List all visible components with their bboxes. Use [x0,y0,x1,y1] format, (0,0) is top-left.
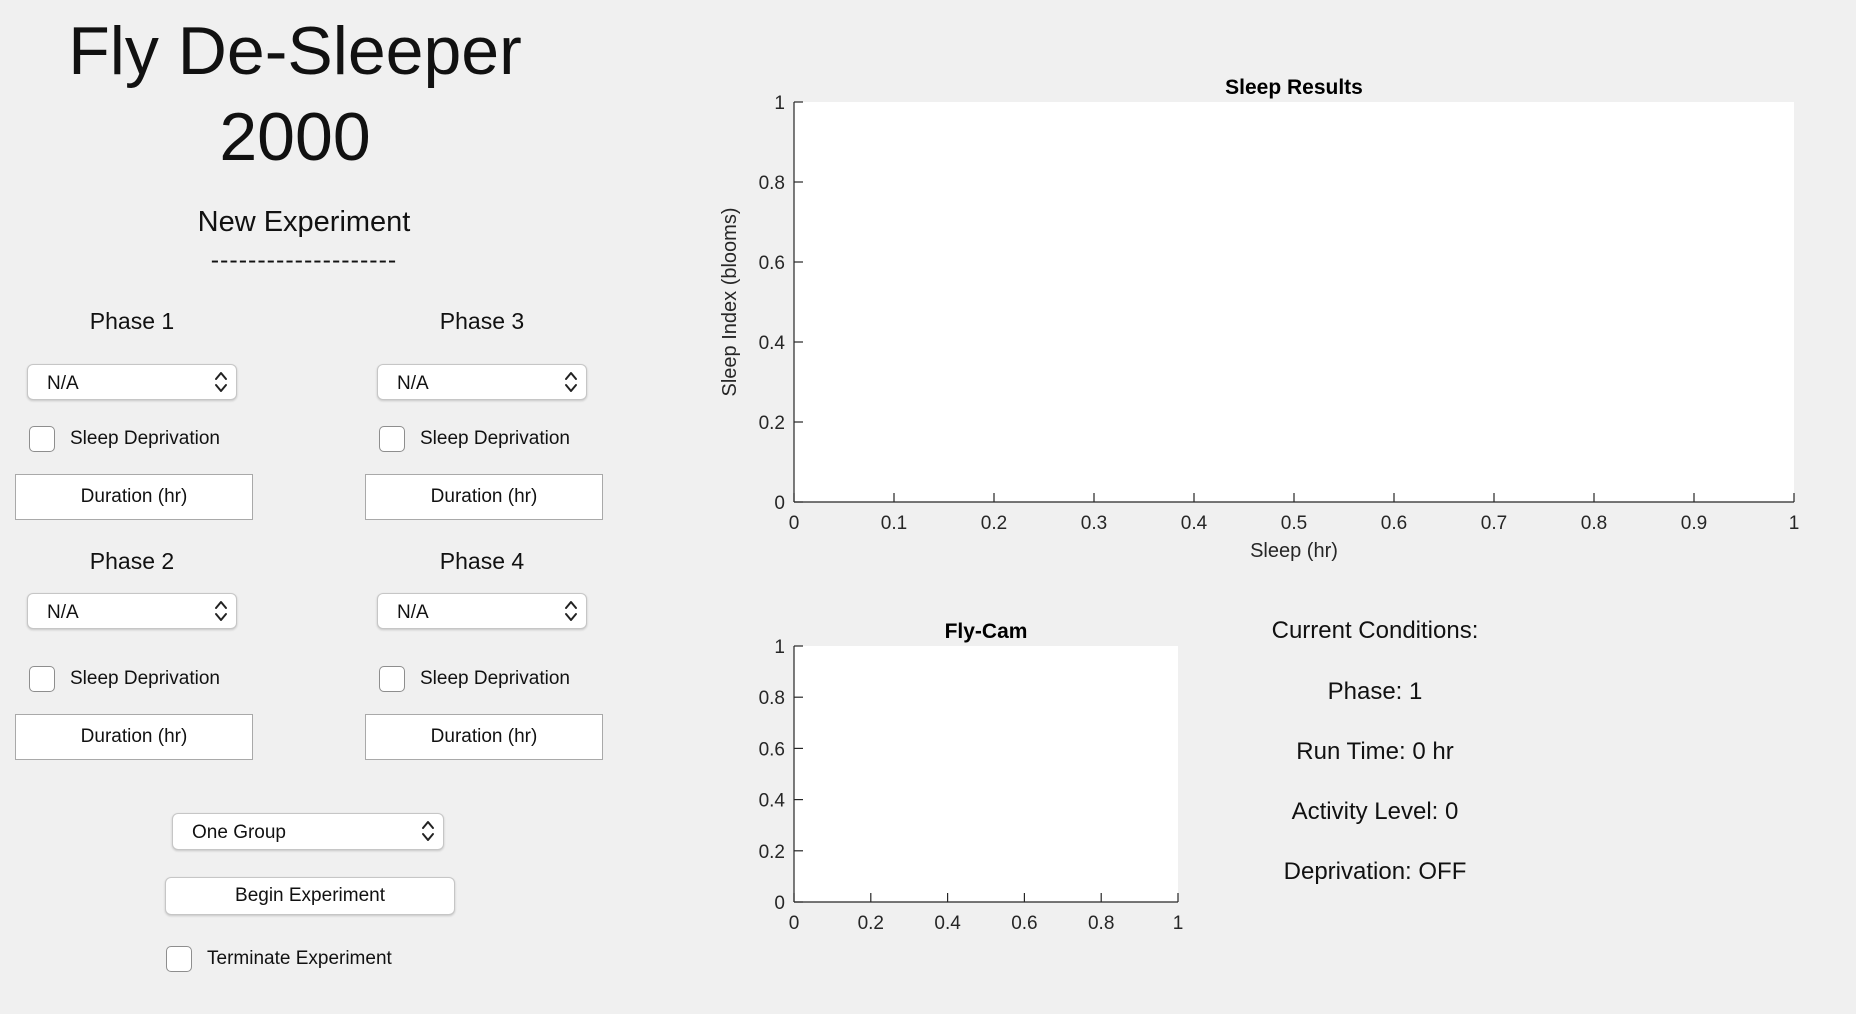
x-tick-label: 0 [789,913,800,934]
phase-3-duration-field[interactable]: Duration (hr) [365,474,603,520]
phase-2-select[interactable]: N/A [27,593,237,629]
new-experiment-heading: New Experiment [197,206,411,238]
phase-1-sleep-deprivation-checkbox[interactable]: Sleep Deprivation [29,424,220,454]
x-tick-label: 0 [789,513,800,534]
app-title-line1: Fly De-Sleeper [68,13,522,89]
updown-chevron-icon [565,372,577,392]
y-tick-label: 0 [774,493,785,514]
y-tick-label: 0.8 [759,173,785,194]
chart-title: Sleep Results [1225,76,1363,99]
phase-2-select-value: N/A [47,602,79,623]
y-tick-label: 0.4 [759,333,786,354]
fly-cam-chart: Fly-Cam 0 0.2 0.4 0.6 0.8 1 0 0.2 0.4 0.6 0.8 1 [759,620,1184,934]
app-title-line2: 2000 [219,99,371,175]
x-tick-label: 0.9 [1681,513,1707,534]
phase-1-select[interactable]: N/A [27,364,237,400]
phase-3-sleep-deprivation-checkbox[interactable]: Sleep Deprivation [379,424,570,454]
condition-run-time: Run Time: 0 hr [1296,738,1454,765]
current-conditions-heading: Current Conditions: [1271,617,1479,644]
y-tick-label: 1 [774,93,785,114]
phase-2-label: Phase 2 [89,548,175,574]
x-tick-label: 0.1 [881,513,907,534]
y-tick-label: 0.8 [759,688,785,709]
y-tick-label: 0.6 [759,739,785,760]
y-tick-label: 0 [774,893,785,914]
x-tick-label: 0.6 [1011,913,1037,934]
x-tick-label: 0.3 [1081,513,1107,534]
y-tick-label: 1 [774,637,785,658]
plot-area [794,646,1178,902]
plot-area [794,102,1794,502]
phase-3-label: Phase 3 [439,308,525,334]
checkbox-box[interactable] [379,666,405,692]
y-tick-label: 0.4 [759,791,786,812]
phase-1-duration-field[interactable]: Duration (hr) [15,474,253,520]
condition-deprivation: Deprivation: OFF [1283,858,1467,885]
x-tick-label: 0.4 [934,913,961,934]
checkbox-box[interactable] [29,666,55,692]
condition-phase: Phase: 1 [1327,678,1423,705]
phase-3-sleep-deprivation-label: Sleep Deprivation [420,428,570,449]
phase-2-duration-field[interactable]: Duration (hr) [15,714,253,760]
begin-experiment-button[interactable]: Begin Experiment [165,877,455,915]
x-tick-label: 0.2 [981,513,1007,534]
phase-4-sleep-deprivation-label: Sleep Deprivation [420,668,570,689]
y-tick-label: 0.2 [759,413,785,434]
x-axis-label: Sleep (hr) [1250,540,1338,562]
x-tick-label: 0.7 [1481,513,1507,534]
x-tick-label: 0.8 [1581,513,1607,534]
checkbox-box[interactable] [379,426,405,452]
phase-4-select-value: N/A [397,602,429,623]
y-tick-label: 0.2 [759,842,785,863]
updown-chevron-icon [215,601,227,621]
y-tick-label: 0.6 [759,253,785,274]
y-axis-label: Sleep Index (blooms) [719,208,741,397]
updown-chevron-icon [422,821,434,841]
phase-2-sleep-deprivation-label: Sleep Deprivation [70,668,220,689]
checkbox-box[interactable] [29,426,55,452]
x-tick-label: 0.6 [1381,513,1407,534]
phase-1-sleep-deprivation-label: Sleep Deprivation [70,428,220,449]
phase-3-select[interactable]: N/A [377,364,587,400]
updown-chevron-icon [215,372,227,392]
section-divider: -------------------- [210,246,398,274]
phase-4-sleep-deprivation-checkbox[interactable]: Sleep Deprivation [379,664,570,694]
phase-2-sleep-deprivation-checkbox[interactable]: Sleep Deprivation [29,664,220,694]
x-tick-label: 0.8 [1088,913,1114,934]
phase-1-select-value: N/A [47,373,79,394]
phase-4-label: Phase 4 [439,548,525,574]
x-tick-label: 1 [1789,513,1800,534]
phase-4-duration-field[interactable]: Duration (hr) [365,714,603,760]
condition-activity-level: Activity Level: 0 [1291,798,1459,825]
group-select-value: One Group [192,822,286,843]
x-tick-label: 0.2 [858,913,884,934]
phase-1-label: Phase 1 [89,308,175,334]
phase-4-select[interactable]: N/A [377,593,587,629]
group-select[interactable]: One Group [172,813,444,850]
updown-chevron-icon [565,601,577,621]
terminate-experiment-label: Terminate Experiment [207,948,392,969]
phase-3-select-value: N/A [397,373,429,394]
app-title: Fly De-Sleeper 2000 [0,8,590,180]
x-tick-label: 0.4 [1181,513,1208,534]
x-tick-label: 0.5 [1281,513,1307,534]
sleep-results-chart: Sleep Results 0 0.1 0.2 0.3 0.4 0.5 0.6 0.7 0.8 0.… [719,76,1800,562]
chart-title: Fly-Cam [945,620,1028,643]
x-tick-label: 1 [1173,913,1184,934]
checkbox-box[interactable] [166,946,192,972]
terminate-experiment-checkbox[interactable]: Terminate Experiment [166,944,392,974]
